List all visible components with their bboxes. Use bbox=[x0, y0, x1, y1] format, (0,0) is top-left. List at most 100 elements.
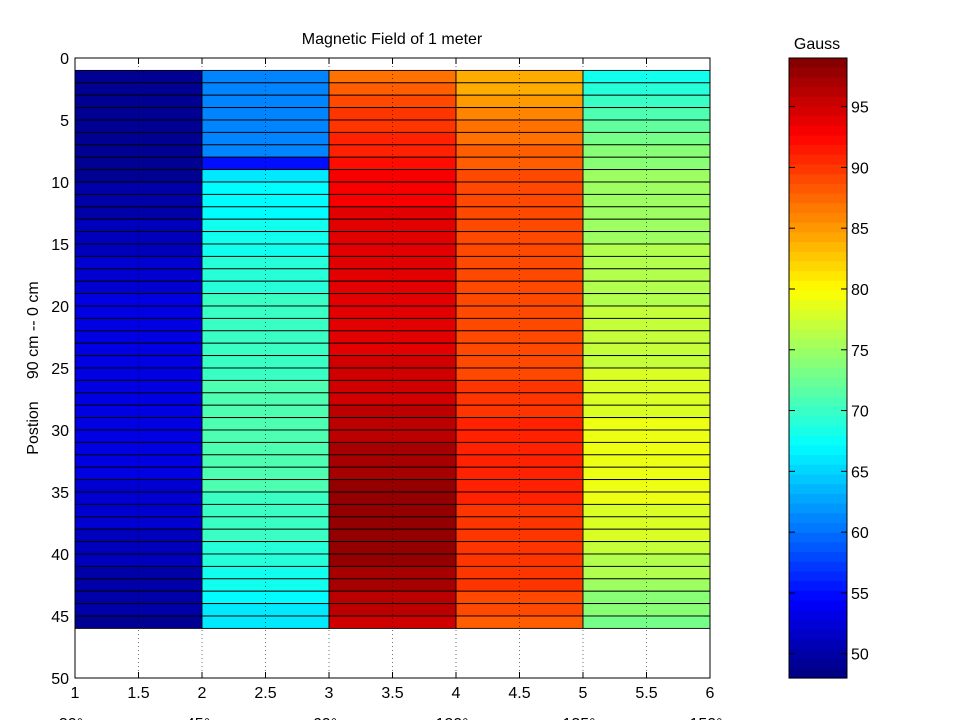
heatmap-cell bbox=[328, 280, 457, 295]
heatmap-cell bbox=[74, 578, 203, 592]
heatmap-cell bbox=[201, 181, 330, 195]
heatmap-cell bbox=[455, 280, 584, 295]
heatmap-cell bbox=[582, 293, 711, 307]
heatmap-cell bbox=[74, 565, 203, 580]
y-tick-label: 15 bbox=[51, 237, 69, 254]
colorbar-band bbox=[789, 532, 847, 543]
heatmap-cell bbox=[74, 218, 203, 233]
colorbar-band bbox=[789, 455, 847, 466]
heatmap-cell bbox=[455, 429, 584, 443]
y-tick-label: 10 bbox=[51, 175, 69, 192]
heatmap-cell bbox=[201, 565, 330, 580]
heatmap-cell bbox=[201, 541, 330, 555]
colorbar-band bbox=[789, 619, 847, 631]
colorbar-band bbox=[789, 96, 847, 108]
colorbar-band bbox=[789, 251, 847, 263]
colorbar-band bbox=[789, 523, 847, 534]
heatmap-cell bbox=[328, 429, 457, 443]
heatmap-cell bbox=[74, 342, 203, 357]
colorbar-band bbox=[789, 261, 847, 272]
heatmap-cell bbox=[328, 317, 457, 332]
heatmap-cell bbox=[455, 206, 584, 220]
heatmap-cell bbox=[201, 590, 330, 605]
x-angle-label: 120° bbox=[435, 716, 468, 720]
heatmap-cell bbox=[328, 565, 457, 580]
colorbar-band bbox=[789, 242, 847, 253]
heatmap-cell bbox=[582, 280, 711, 295]
heatmap-cell bbox=[201, 193, 330, 208]
heatmap-cell bbox=[201, 528, 330, 543]
colorbar-tick-label: 75 bbox=[851, 343, 869, 360]
colorbar-band bbox=[789, 445, 847, 456]
colorbar-band bbox=[789, 571, 847, 582]
colorbar-tick-label: 90 bbox=[851, 160, 869, 177]
colorbar-band bbox=[789, 106, 847, 117]
colorbar-band bbox=[789, 484, 847, 495]
heatmap-cell bbox=[201, 317, 330, 332]
colorbar-band bbox=[789, 232, 847, 243]
heatmap-cell bbox=[455, 417, 584, 431]
y-tick-labels: 0 5 10 15 20 25 30 35 40 45 50 bbox=[51, 51, 69, 688]
x-angle-label: 150° bbox=[689, 716, 722, 720]
colorbar-band bbox=[789, 397, 847, 408]
colorbar-band bbox=[789, 309, 847, 321]
colorbar-band bbox=[789, 164, 847, 175]
heatmap-cell bbox=[455, 305, 584, 319]
heatmap-cell bbox=[328, 541, 457, 555]
x-angle-label: 30° bbox=[59, 716, 83, 720]
heatmap-cell bbox=[455, 317, 584, 332]
colorbar-band bbox=[789, 648, 847, 660]
heatmap-cell bbox=[201, 466, 330, 481]
heatmap-cell bbox=[455, 454, 584, 468]
colorbar-band bbox=[789, 300, 847, 311]
heatmap-cell bbox=[455, 342, 584, 357]
heatmap-cell bbox=[582, 330, 711, 344]
heatmap-cell bbox=[74, 69, 203, 84]
heatmap-cell bbox=[328, 206, 457, 220]
colorbar-band bbox=[789, 377, 847, 388]
heatmap-cell bbox=[582, 454, 711, 468]
heatmap-cell bbox=[201, 429, 330, 443]
y-tick-label: 40 bbox=[51, 547, 69, 564]
colorbar-band bbox=[789, 464, 847, 476]
colorbar-band bbox=[789, 610, 847, 621]
colorbar-tick-label: 85 bbox=[851, 221, 869, 238]
colorbar-band bbox=[789, 213, 847, 224]
colorbar-band bbox=[789, 600, 847, 611]
heatmap-cell bbox=[328, 82, 457, 96]
heatmap-cell bbox=[582, 181, 711, 195]
heatmap-cell bbox=[328, 404, 457, 419]
heatmap-cell bbox=[328, 193, 457, 208]
colorbar-band bbox=[789, 87, 847, 98]
heatmap-cell bbox=[582, 528, 711, 543]
x-angle-labels: 30° 45° 60° 120° 135° 150° bbox=[59, 716, 723, 720]
colorbar-tick-label: 55 bbox=[851, 586, 869, 603]
colorbar-band bbox=[789, 435, 847, 447]
heatmap-cell bbox=[582, 441, 711, 456]
heatmap-cell bbox=[455, 156, 584, 171]
colorbar-band bbox=[789, 329, 847, 340]
heatmap-cell bbox=[201, 82, 330, 96]
colorbar-band bbox=[789, 290, 847, 301]
heatmap-cell bbox=[582, 404, 711, 419]
colorbar-band bbox=[789, 474, 847, 485]
heatmap-cell bbox=[582, 466, 711, 481]
heatmap-cell bbox=[74, 553, 203, 567]
heatmap-cell bbox=[74, 181, 203, 195]
heatmap-cell bbox=[582, 429, 711, 443]
heatmap-cell bbox=[582, 417, 711, 431]
colorbar-tick-label: 65 bbox=[851, 464, 869, 481]
heatmap-cell bbox=[328, 553, 457, 567]
heatmap-cell bbox=[74, 94, 203, 109]
colorbar-band bbox=[789, 319, 847, 330]
heatmap-cell bbox=[328, 441, 457, 456]
x-tick-labels: 1 1.5 2 2.5 3 3.5 4 4.5 5 5.5 6 bbox=[71, 685, 715, 702]
heatmap-cell bbox=[582, 193, 711, 208]
colorbar-band bbox=[789, 348, 847, 359]
colorbar-band bbox=[789, 154, 847, 166]
colorbar-band bbox=[789, 203, 847, 214]
heatmap-cell bbox=[74, 541, 203, 555]
y-tick-label: 45 bbox=[51, 609, 69, 626]
heatmap-cell bbox=[582, 590, 711, 605]
x-tick-label: 2 bbox=[198, 685, 207, 702]
